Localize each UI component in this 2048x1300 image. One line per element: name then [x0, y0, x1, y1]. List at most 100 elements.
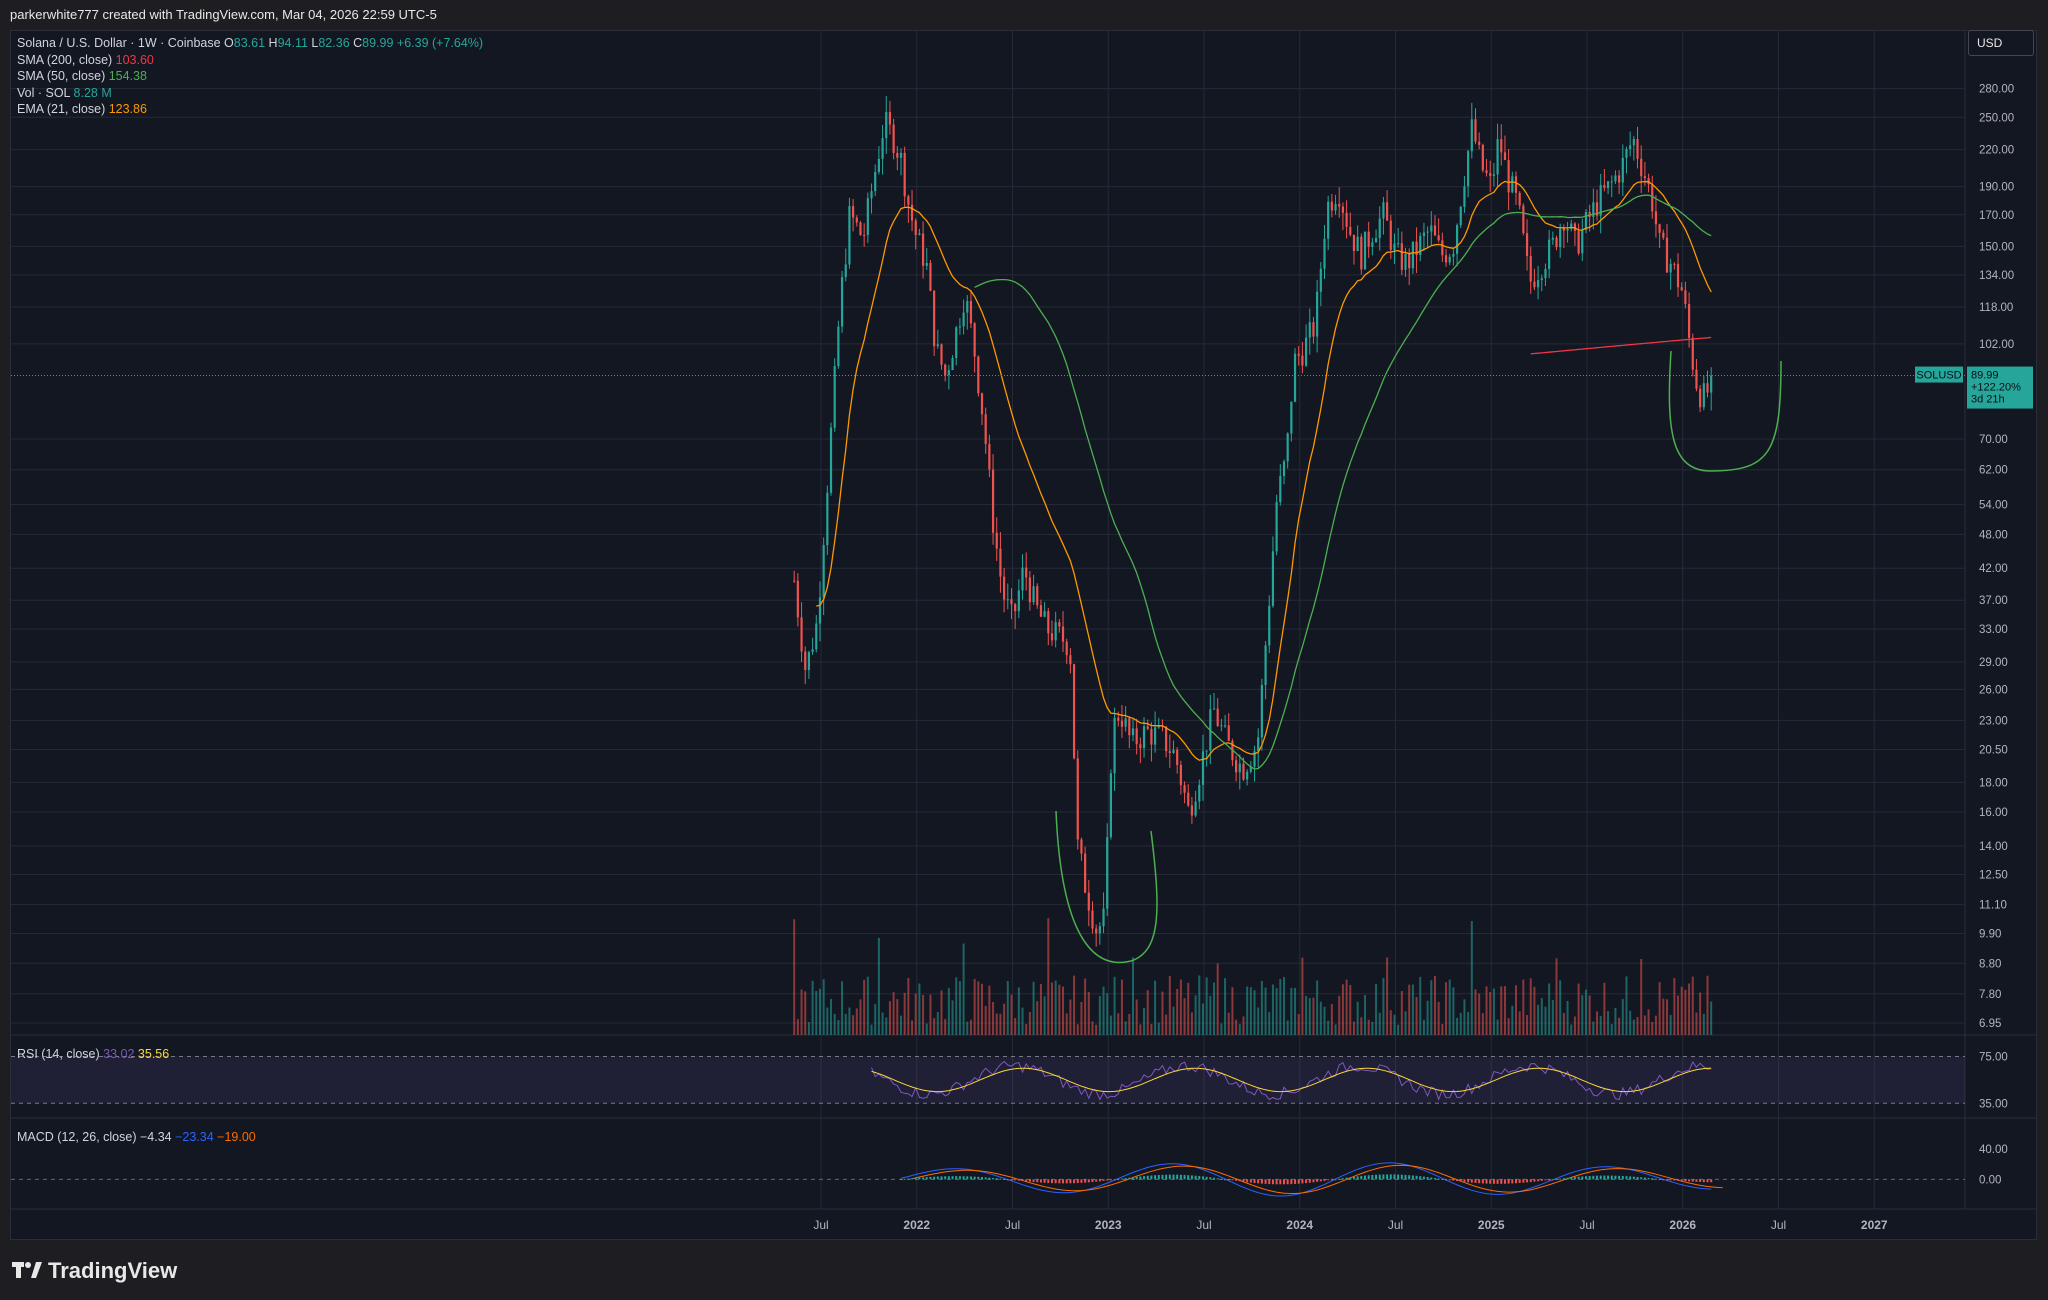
macd-histogram-bar	[1507, 1179, 1510, 1184]
volume-bar	[1334, 1024, 1337, 1035]
indicator-row[interactable]: Vol · SOL 8.28 M	[17, 85, 483, 102]
volume-bar	[811, 980, 814, 1035]
volume-bar	[1087, 992, 1090, 1035]
macd-histogram-bar	[1529, 1179, 1532, 1182]
candle-body	[1216, 708, 1219, 726]
tradingview-logo[interactable]: TradingView	[12, 1254, 177, 1288]
rsi-label: RSI (14, close)	[17, 1047, 100, 1061]
macd-histogram-bar	[1570, 1177, 1573, 1180]
volume-bar	[984, 1005, 987, 1035]
price-chart[interactable]: 280.00 250.00 220.00 190.00 170.00 150.00 134.…	[11, 31, 2036, 1239]
volume-bar	[1618, 1017, 1621, 1035]
macd-histogram-bar	[1183, 1174, 1186, 1180]
macd-histogram-bar	[947, 1176, 950, 1180]
currency-selector[interactable]: USD	[1968, 30, 2034, 56]
macd-histogram-bar	[1669, 1179, 1672, 1181]
volume-bar	[1224, 978, 1227, 1035]
macd-histogram-bar	[1194, 1175, 1197, 1180]
volume-bar	[1360, 1017, 1363, 1035]
time-tick-label: 2024	[1286, 1218, 1313, 1232]
volume-bar	[1080, 1002, 1083, 1035]
candle-body	[1614, 175, 1617, 182]
price-tick-label: 134.00	[1979, 270, 2014, 282]
volume-bar	[1069, 999, 1072, 1035]
volume-bar	[1492, 988, 1495, 1035]
indicator-row[interactable]: SMA (50, close) 154.38	[17, 68, 483, 85]
macd-histogram-bar	[1073, 1179, 1076, 1184]
candle-body	[855, 217, 858, 223]
macd-level-label: 40.00	[1979, 1144, 2008, 1156]
volume-bar	[896, 999, 899, 1035]
volume-bar	[1514, 985, 1517, 1035]
sma200-line	[1530, 336, 1712, 355]
macd-histogram-bar	[1610, 1175, 1613, 1180]
macd-histogram-bar	[1474, 1179, 1477, 1183]
volume-bar	[1684, 989, 1687, 1035]
candle-body	[1507, 160, 1510, 193]
macd-histogram-bar	[1113, 1179, 1116, 1181]
indicator-row[interactable]: SMA (200, close) 103.60	[17, 52, 483, 69]
macd-histogram-bar	[1282, 1179, 1285, 1185]
volume-bar	[1146, 990, 1149, 1035]
volume-bar	[1699, 992, 1702, 1035]
macd-histogram-bar	[1452, 1179, 1455, 1181]
volume-bar	[1433, 975, 1436, 1035]
macd-histogram-bar	[903, 1178, 906, 1180]
macd-histogram-bar	[1128, 1177, 1131, 1180]
candle-body	[1246, 771, 1249, 780]
chart-frame[interactable]: 280.00 250.00 220.00 190.00 170.00 150.00 134.…	[10, 30, 2037, 1240]
volume-series	[793, 918, 1713, 1035]
macd-histogram-bar	[1411, 1175, 1414, 1180]
volume-bar	[1039, 984, 1042, 1035]
volume-bar	[1021, 1007, 1024, 1035]
candle-body	[1131, 728, 1135, 736]
candle-body	[1415, 241, 1418, 255]
volume-bar	[1338, 995, 1341, 1035]
macd-histogram-bar	[951, 1176, 954, 1180]
candle-body	[1478, 141, 1481, 145]
volume-bar	[1168, 976, 1171, 1035]
macd-histogram-bar	[1629, 1176, 1632, 1180]
indicator-label: EMA (21, close)	[17, 102, 109, 116]
candle-body	[859, 222, 862, 236]
candle-body	[1584, 212, 1588, 230]
macd-hist-value: −19.00	[217, 1130, 256, 1144]
volume-bar	[1632, 1019, 1635, 1035]
price-tick-label: 9.90	[1979, 929, 2001, 941]
candle-body	[1179, 764, 1182, 786]
volume-bar	[1172, 1006, 1175, 1035]
macd-histogram-bar	[1312, 1179, 1315, 1183]
candle-body	[1371, 242, 1374, 247]
candle-body	[1220, 725, 1223, 727]
volume-bar	[1511, 1005, 1514, 1035]
candle-body	[944, 364, 947, 376]
candle-body	[1117, 717, 1120, 721]
chart-legend: Solana / U.S. Dollar · 1W · Coinbase O83…	[17, 35, 483, 118]
macd-histogram-bar	[1378, 1174, 1381, 1180]
macd-histogram-bar	[1345, 1177, 1348, 1180]
drawn-curve	[1055, 810, 1158, 964]
volume-bar	[881, 1012, 884, 1035]
volume-bar	[936, 1012, 939, 1035]
macd-histogram-bar	[899, 1179, 902, 1181]
time-tick-label: 2027	[1861, 1218, 1888, 1232]
price-tick-label: 70.00	[1979, 434, 2008, 446]
candle-body	[1036, 586, 1039, 606]
indicator-row[interactable]: EMA (21, close) 123.86	[17, 101, 483, 118]
macd-histogram-bar	[1021, 1179, 1024, 1181]
volume-bar	[1478, 993, 1481, 1035]
volume-bar	[911, 1020, 914, 1035]
candle-body	[1098, 926, 1101, 934]
volume-bar	[1573, 1016, 1576, 1035]
price-tick-label: 23.00	[1979, 715, 2008, 727]
macd-histogram-bar	[1562, 1178, 1565, 1180]
macd-label: MACD (12, 26, close)	[17, 1130, 137, 1144]
macd-histogram-bar	[1419, 1176, 1422, 1180]
candle-body	[1095, 928, 1098, 934]
indicator-value: 8.28 M	[73, 85, 112, 100]
macd-histogram-bar	[1224, 1179, 1227, 1181]
volume-bar	[1312, 997, 1315, 1035]
candle-body	[1003, 576, 1006, 600]
candle-body	[1592, 202, 1595, 217]
candle-body	[1367, 231, 1370, 247]
